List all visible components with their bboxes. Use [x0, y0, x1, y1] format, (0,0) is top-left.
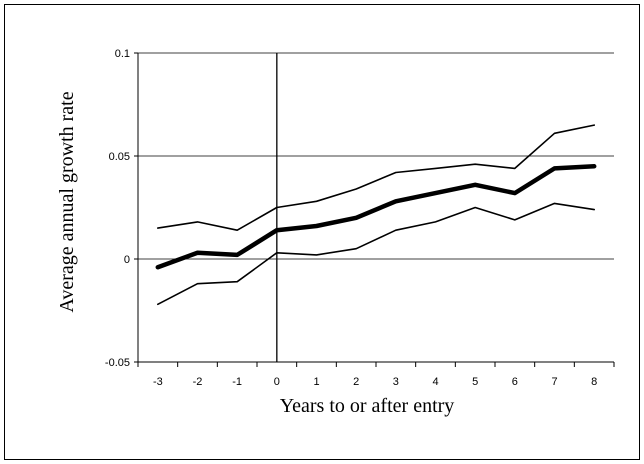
x-axis-title: Years to or after entry: [280, 395, 455, 417]
x-tick-label-10: 7: [551, 376, 557, 388]
series-line-upper-band: [157, 124, 596, 231]
x-tick-label-4: 1: [313, 376, 319, 388]
x-tick-label-3: 0: [274, 376, 280, 388]
gridlines: [138, 52, 614, 260]
x-tick-label-5: 2: [353, 376, 359, 388]
x-tick-label-1: -2: [193, 376, 203, 388]
x-tick-label-11: 8: [591, 376, 597, 388]
x-tick-label-2: -1: [232, 376, 242, 388]
y-tick-label-3: 0.1: [115, 48, 130, 60]
x-tick-label-6: 3: [393, 376, 399, 388]
series-line-lower-band: [157, 202, 596, 306]
x-tick-label-8: 5: [472, 376, 478, 388]
x-tick-label-0: -3: [153, 376, 163, 388]
y-tick-label-0: -0.05: [105, 357, 130, 369]
series-line-estimate: [155, 164, 597, 270]
x-tick-label-7: 4: [432, 376, 438, 388]
chart-frame: -0.05 0 0.05 0.1 -3 -2 -1 0 1 2 3 4 5 6 7 8 Average ann…: [4, 4, 640, 460]
tick-labels: -0.05 0 0.05 0.1 -3 -2 -1 0 1 2 3 4 5 6 7 8: [105, 48, 597, 388]
x-tick-label-9: 6: [512, 376, 518, 388]
axes: [134, 52, 615, 367]
y-tick-label-2: 0.05: [109, 151, 130, 163]
y-tick-label-1: 0: [124, 254, 130, 266]
series-lines: [155, 124, 597, 306]
growth-rate-chart: -0.05 0 0.05 0.1 -3 -2 -1 0 1 2 3 4 5 6 7 8 Average ann…: [56, 48, 615, 417]
y-axis-title: Average annual growth rate: [56, 91, 78, 312]
